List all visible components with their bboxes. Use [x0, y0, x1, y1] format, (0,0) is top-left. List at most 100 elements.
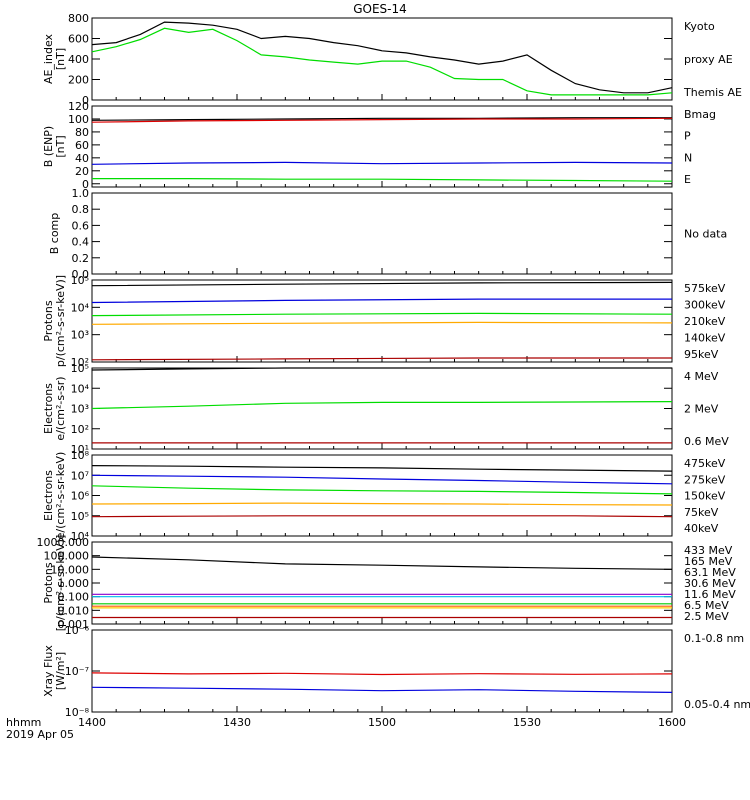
series-line-475kev	[91, 515, 673, 518]
legend-label: 300keV	[684, 299, 726, 312]
series-line-275kev	[91, 502, 673, 506]
series-line-0-6-mev	[91, 367, 672, 371]
series-line-2-5-mev	[91, 556, 673, 570]
y-tick-label: 1.000	[58, 577, 90, 590]
legend-label: Bmag	[684, 108, 716, 121]
y-tick-label: 10⁴	[71, 301, 90, 314]
legend-label: 0.05-0.4 nm	[684, 698, 750, 711]
y-tick-label: 0	[82, 94, 89, 107]
panel-frame	[91, 454, 673, 537]
y-tick-label: 10⁻⁶	[65, 624, 90, 637]
y-axis-label: Protons	[42, 562, 55, 603]
legend-label: 475keV	[684, 457, 726, 470]
y-tick-label: 10²	[71, 356, 89, 369]
series-line-kyoto-proxy-ae	[91, 27, 673, 96]
series-line-40kev	[91, 465, 673, 472]
y-tick-label: 100	[68, 113, 89, 126]
panel-frame	[91, 629, 673, 713]
series-line-75kev	[91, 474, 673, 485]
panel-frame	[91, 541, 673, 625]
panel-frame	[91, 367, 673, 450]
y-axis-label: B comp	[48, 213, 61, 255]
y-tick-label: 0.2	[72, 252, 90, 265]
legend-label: No data	[684, 228, 727, 241]
y-tick-label: 1000.000	[37, 536, 90, 549]
legend-label: proxy AE	[684, 53, 733, 66]
y-tick-label: 10⁵	[71, 510, 89, 523]
legend-label: 6.5 MeV	[684, 599, 729, 612]
y-tick-label: 40	[75, 152, 89, 165]
y-axis-label: AE_index	[42, 33, 55, 84]
y-tick-label: 400	[68, 53, 89, 66]
panel-bcomp: 0.0 0.2 0.4 0.6 0.8 1.0 B comp No data	[48, 187, 727, 281]
y-tick-label: 10³	[71, 403, 89, 416]
series-line-2-mev	[91, 401, 673, 410]
y-tick-label: 0	[82, 178, 89, 191]
y-tick-label: 0.100	[58, 591, 90, 604]
y-tick-label: 10⁸	[71, 449, 90, 462]
legend-label: 4 MeV	[684, 370, 719, 383]
x-tick-label: 1530	[513, 716, 541, 729]
legend-label: 0.6 MeV	[684, 435, 729, 448]
y-tick-label: 10⁻⁸	[65, 706, 90, 719]
panel-electrons_mev: 10¹ 10² 10³ 10⁴ 10⁵ Electrons e/(cm²-s-sr) 4 Me…	[42, 362, 729, 456]
series-line-575kev	[91, 281, 673, 287]
y-tick-label: 10.000	[51, 563, 90, 576]
y-axis-label: [nT]	[54, 48, 67, 70]
y-tick-label: 60	[75, 139, 89, 152]
y-axis-label: e/(cm²-s-sr)	[54, 376, 67, 440]
y-tick-label: 10⁵	[71, 274, 89, 287]
y-tick-label: 0.001	[58, 618, 90, 631]
legend-label: 575keV	[684, 282, 726, 295]
panel-ae: 0 200 400 600 800 AE_index [nT] Kyoto proxy AE Th…	[42, 12, 742, 107]
y-tick-label: 1.0	[72, 187, 90, 200]
legend-label: 75keV	[684, 506, 719, 519]
legend-label: E	[684, 173, 691, 186]
series-line-e	[91, 161, 673, 165]
y-axis-label: [nT]	[54, 135, 67, 157]
panel-frame	[91, 279, 673, 363]
legend-label: 150keV	[684, 490, 726, 503]
y-tick-label: 600	[68, 33, 89, 46]
panel-protons: 10² 10³ 10⁴ 10⁵ Protons p/(cm²-s-sr-keV)] 575k…	[42, 274, 726, 369]
series-line-210kev	[91, 312, 673, 317]
y-axis-label: Electrons	[42, 470, 55, 521]
y-tick-label: 100.000	[44, 550, 90, 563]
y-tick-label: 10⁻⁷	[65, 665, 89, 678]
y-tick-label: 10³	[71, 329, 89, 342]
y-axis-label: [W/m²]	[54, 652, 67, 690]
legend-label: 11.6 MeV	[684, 588, 736, 601]
legend-label: 165 MeV	[684, 555, 733, 568]
y-tick-label: 10⁴	[71, 530, 90, 543]
legend-label: 95keV	[684, 348, 719, 361]
legend-label: 433 MeV	[684, 544, 733, 557]
hhmm-label: hhmm	[6, 716, 41, 729]
y-tick-label: 0.0	[72, 268, 90, 281]
x-tick-label: 1400	[78, 716, 106, 729]
y-tick-label: 0.6	[72, 219, 90, 232]
legend-label: 275keV	[684, 473, 726, 486]
y-tick-label: 20	[75, 165, 89, 178]
y-axis-label: Xray Flux	[42, 645, 55, 697]
series-line-themis-ae	[91, 21, 673, 94]
legend-label: 2 MeV	[684, 403, 719, 416]
y-tick-label: 800	[68, 12, 89, 25]
series-line-p	[91, 117, 673, 123]
series-line-0-1-0-8-nm	[91, 672, 673, 676]
y-tick-label: 0.4	[72, 236, 90, 249]
y-tick-label: 80	[75, 126, 89, 139]
series-line-0-05-0-4-nm	[91, 686, 673, 693]
date-label: 2019 Apr 05	[6, 728, 74, 741]
legend-label: 140keV	[684, 332, 726, 345]
series-line-150kev	[91, 485, 673, 495]
y-tick-label: 200	[68, 74, 89, 87]
legend-label: 40keV	[684, 522, 719, 535]
series-line-n	[92, 178, 673, 182]
legend-label: P	[684, 130, 691, 143]
series-line-300kev	[91, 321, 673, 325]
y-axis-label: p/(cm²-s-sr-keV)]	[54, 275, 67, 367]
y-axis-label: Protons	[42, 300, 55, 341]
